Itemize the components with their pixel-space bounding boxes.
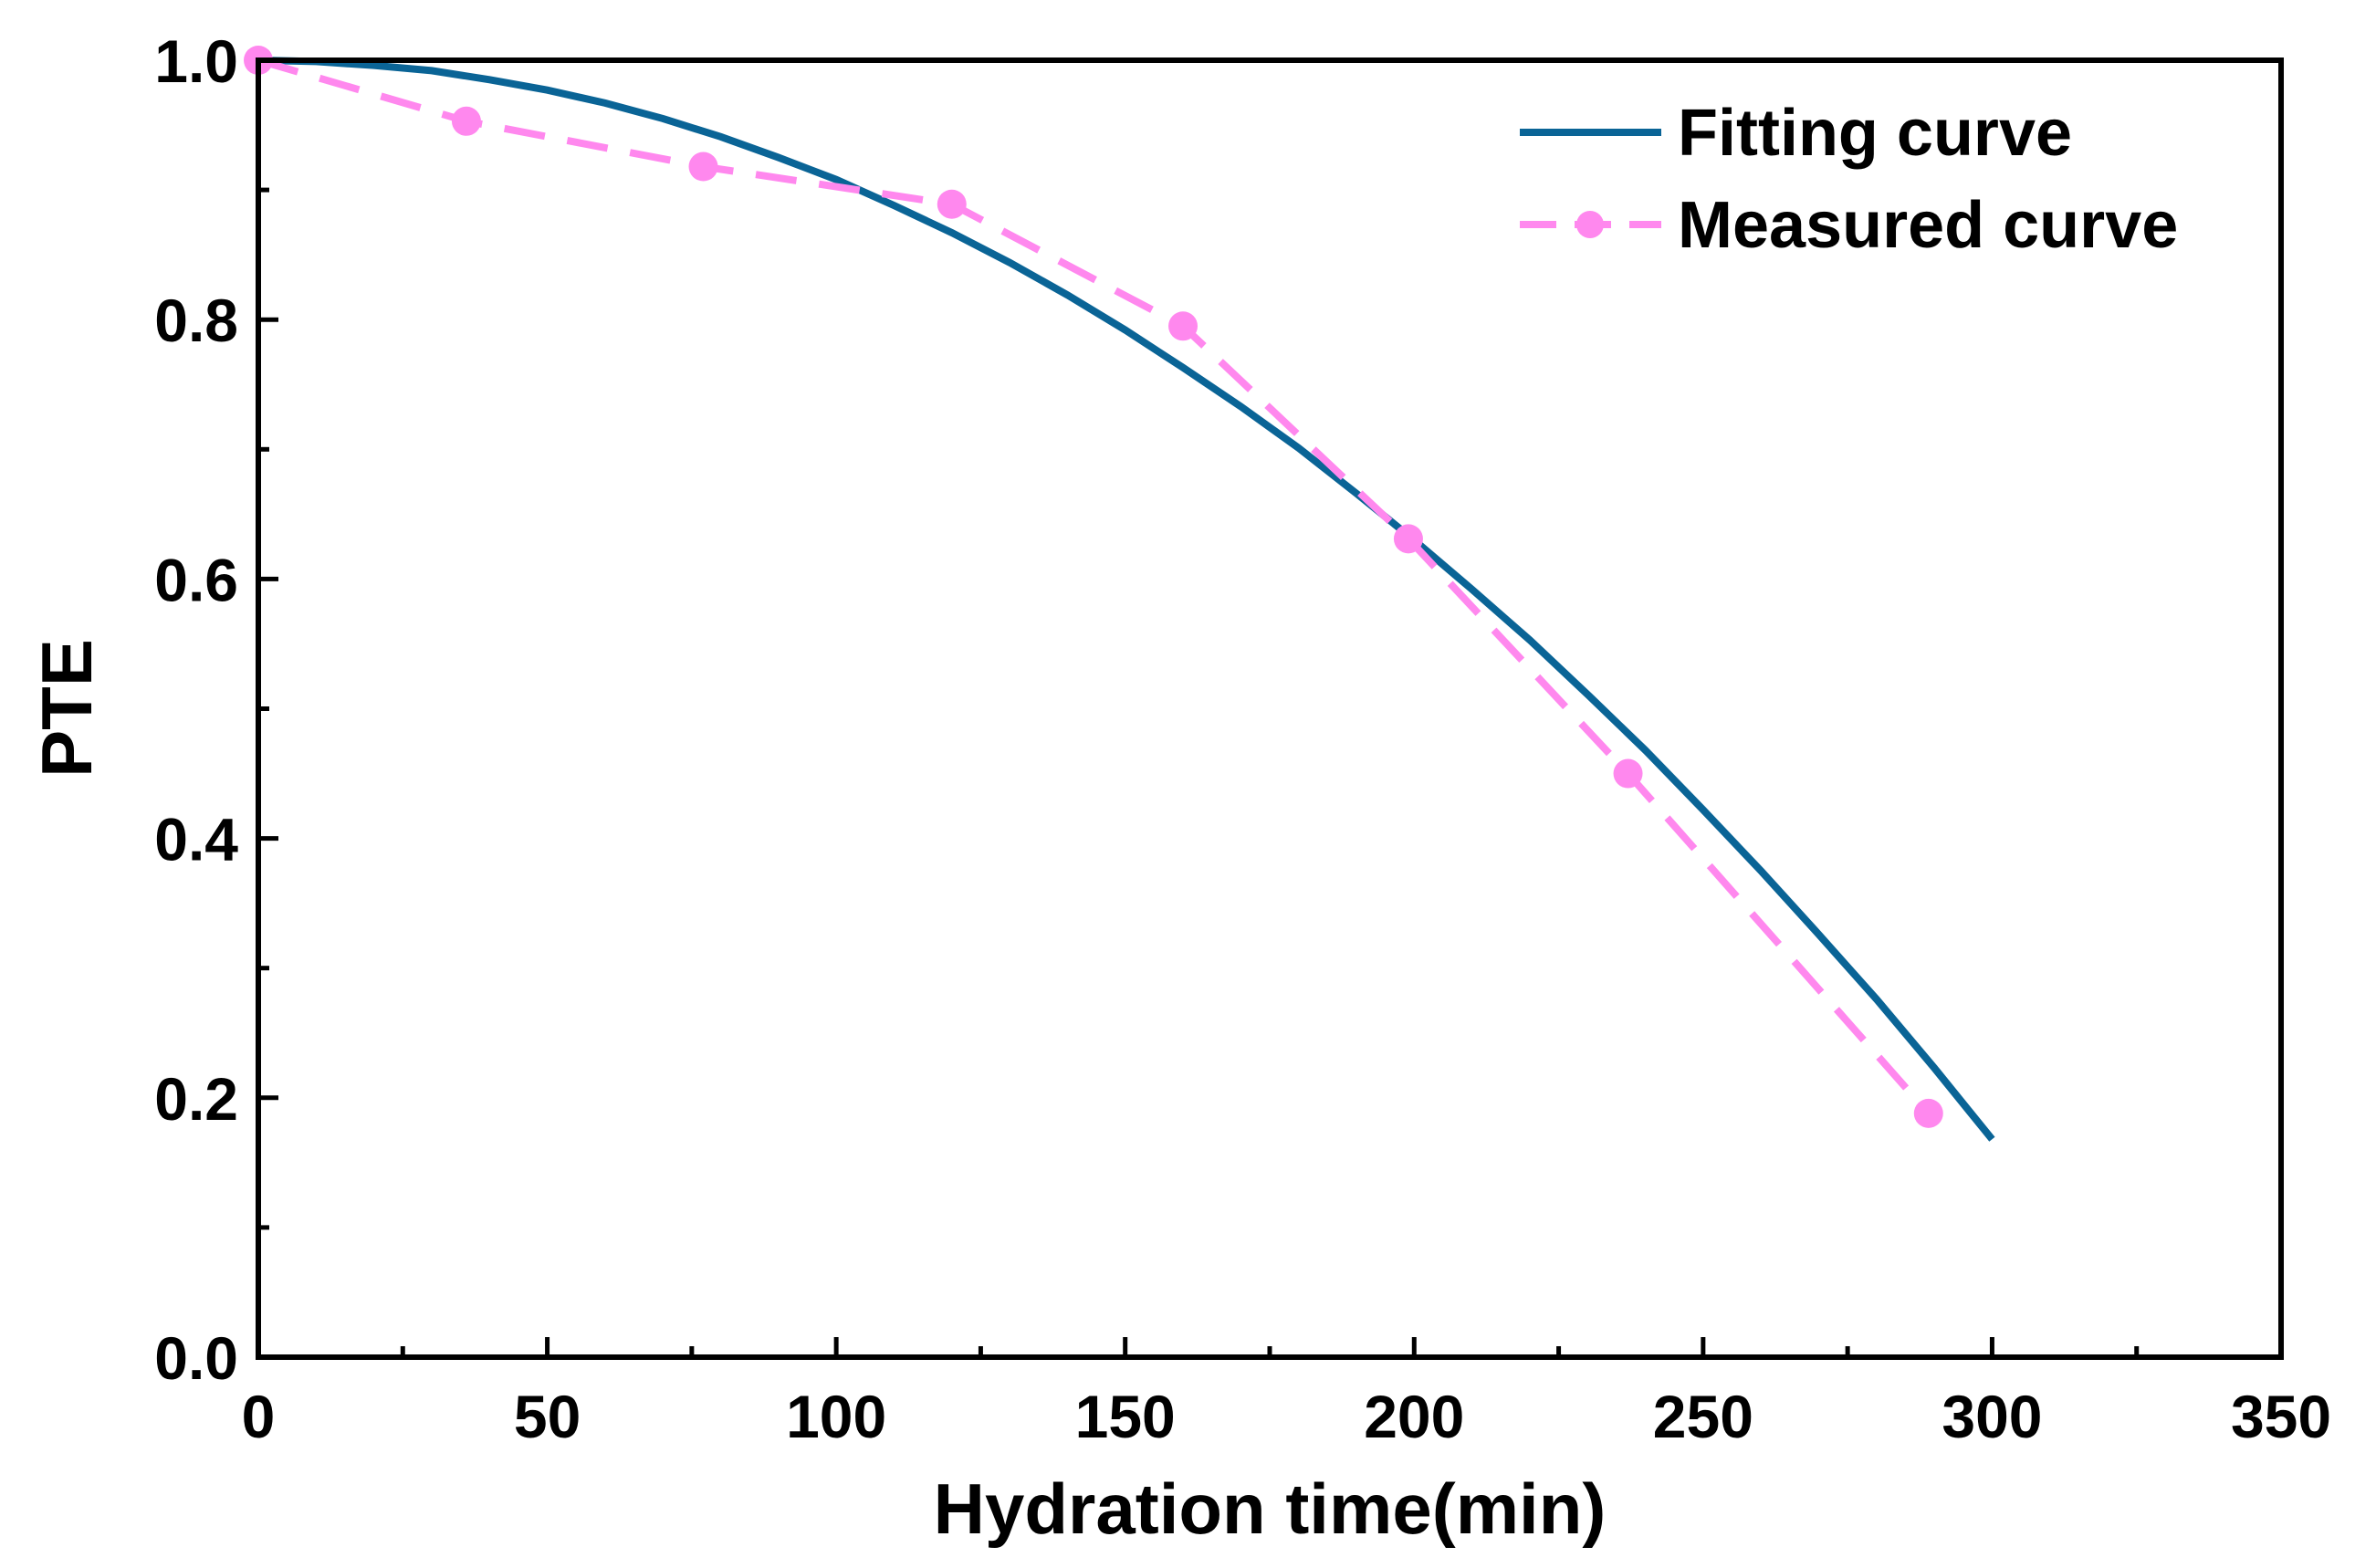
measured-point (1168, 311, 1198, 341)
x-tick-label: 200 (1364, 1383, 1464, 1450)
x-tick-label: 0 (242, 1383, 276, 1450)
x-axis-label: Hydration time(min) (934, 1469, 1607, 1549)
x-tick-label: 250 (1653, 1383, 1753, 1450)
measured-point (1613, 758, 1643, 789)
x-tick-label: 300 (1942, 1383, 2042, 1450)
x-tick-label: 100 (786, 1383, 886, 1450)
measured-point (937, 189, 967, 219)
fitting-curve-line (257, 57, 1995, 1142)
legend: Fitting curve Measured curve (1520, 97, 2178, 262)
measured-point (1393, 524, 1423, 554)
legend-measured-label: Measured curve (1678, 189, 2178, 262)
measured-curve-line (256, 57, 1931, 1116)
x-tick-label: 50 (514, 1383, 581, 1450)
y-axis-label: PTE (26, 639, 107, 778)
y-tick-label: 0.4 (154, 806, 238, 873)
x-tick-label: 150 (1075, 1383, 1176, 1450)
y-tick-label: 0.2 (154, 1065, 238, 1133)
measured-point (688, 152, 718, 182)
legend-measured-marker (1576, 211, 1604, 238)
legend-fitting-label: Fitting curve (1678, 97, 2072, 170)
measured-point (451, 106, 481, 136)
y-tick-label: 1.0 (154, 27, 238, 95)
measured-point (1913, 1098, 1943, 1128)
y-tick-label: 0.6 (154, 546, 238, 613)
y-tick-label: 0.8 (154, 287, 238, 354)
x-tick-label: 350 (2231, 1383, 2331, 1450)
y-tick-label: 0.0 (154, 1324, 238, 1392)
